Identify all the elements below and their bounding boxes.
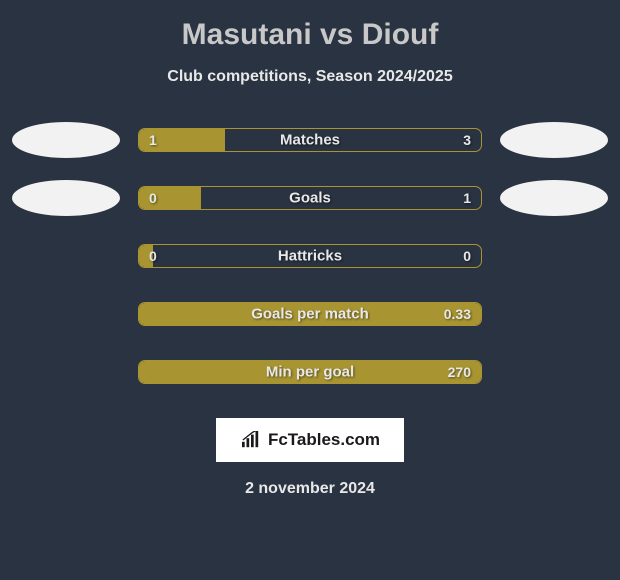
stat-bar: Min per goal270 [138,360,482,384]
avatar-placeholder [500,354,608,390]
brand-box: FcTables.com [216,418,404,462]
stat-label: Matches [139,132,481,149]
avatar-placeholder [500,238,608,274]
player-avatar-right [500,122,608,158]
player-avatar-left [12,180,120,216]
page-title: Masutani vs Diouf [182,18,439,52]
stat-row: 1Matches3 [12,122,608,158]
avatar-placeholder [12,354,120,390]
comparison-infographic: Masutani vs Diouf Club competitions, Sea… [0,0,620,508]
stat-label: Min per goal [139,364,481,381]
stat-bar: Goals per match0.33 [138,302,482,326]
avatar-placeholder [12,296,120,332]
date-label: 2 november 2024 [245,480,375,498]
stat-value-right: 3 [463,132,471,148]
stat-value-right: 0 [463,248,471,264]
chart-icon [240,431,262,449]
stat-bar: 0Hattricks0 [138,244,482,268]
brand-label: FcTables.com [268,430,380,450]
stat-label: Hattricks [139,248,481,265]
avatar-placeholder [12,238,120,274]
stat-value-right: 1 [463,190,471,206]
stat-label: Goals per match [139,306,481,323]
stat-value-right: 0.33 [444,306,471,322]
player-avatar-left [12,122,120,158]
stat-label: Goals [139,190,481,207]
player-avatar-right [500,180,608,216]
page-subtitle: Club competitions, Season 2024/2025 [167,68,452,86]
stat-row: Min per goal270 [12,354,608,390]
stat-value-right: 270 [448,364,471,380]
stat-row: 0Goals1 [12,180,608,216]
stat-bar: 0Goals1 [138,186,482,210]
stat-bar: 1Matches3 [138,128,482,152]
stat-row: 0Hattricks0 [12,238,608,274]
stats-rows: 1Matches30Goals10Hattricks0Goals per mat… [12,122,608,412]
avatar-placeholder [500,296,608,332]
stat-row: Goals per match0.33 [12,296,608,332]
